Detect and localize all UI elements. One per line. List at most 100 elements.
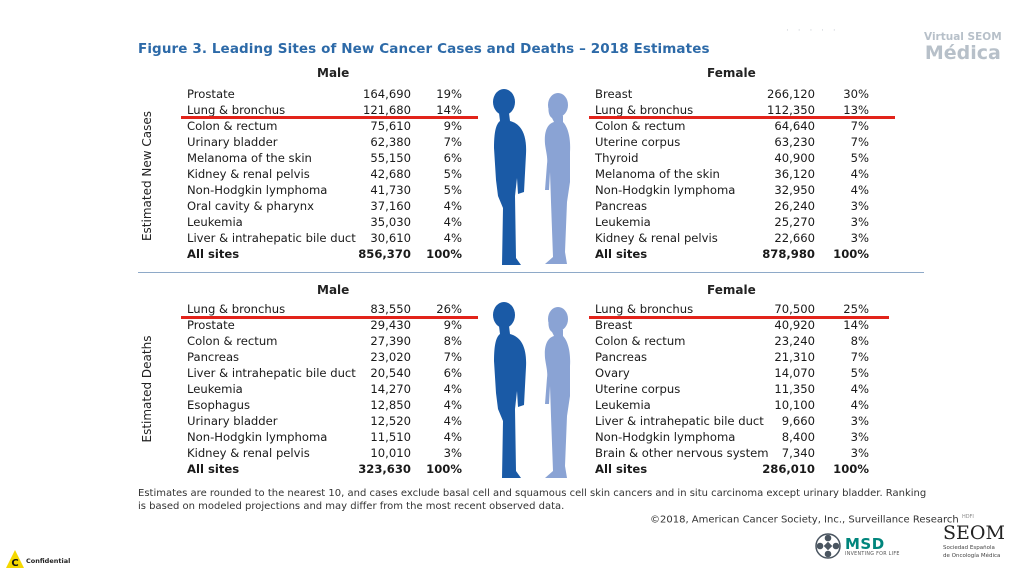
seom-sub2: de Oncología Médica [943,553,1001,559]
percent-cell: 6% [443,151,462,165]
table-row: Kidney & renal pelvis 42,680 5% [187,166,477,182]
site-cell: Uterine corpus [595,135,681,149]
percent-cell: 5% [850,151,869,165]
copyright-text: ©2018, American Cancer Society, Inc., Su… [650,514,959,526]
site-cell: Kidney & renal pelvis [187,446,310,460]
site-cell: All sites [595,462,648,476]
table-row: Non-Hodgkin lymphoma 8,400 3% [595,429,885,445]
site-cell: Colon & rectum [595,334,686,348]
percent-cell: 3% [850,430,869,444]
percent-cell: 8% [850,334,869,348]
percent-cell: 8% [443,334,462,348]
site-cell: Prostate [187,87,235,101]
site-cell: Colon & rectum [187,334,278,348]
site-cell: Oral cavity & pharynx [187,199,314,213]
percent-cell: 3% [850,215,869,229]
total-row: All sites 856,370 100% [187,246,477,262]
msd-tagline: INVENTING FOR LIFE [845,552,900,557]
table-row: Non-Hodgkin lymphoma 32,950 4% [595,182,885,198]
percent-cell: 7% [850,119,869,133]
percent-cell: 100% [833,462,869,476]
count-cell: 8,400 [781,430,815,444]
count-cell: 30,610 [370,231,411,245]
site-cell: Non-Hodgkin lymphoma [595,183,736,197]
count-cell: 14,070 [774,366,815,380]
svg-text:C: C [11,558,18,569]
table-row: Uterine corpus 63,230 7% [595,134,885,150]
female-heading-cases: Female [707,66,756,80]
table-row: Colon & rectum 27,390 8% [187,333,477,349]
percent-cell: 4% [443,414,462,428]
percent-cell: 9% [443,119,462,133]
percent-cell: 3% [850,446,869,460]
count-cell: 55,150 [370,151,411,165]
site-cell: Esophagus [187,398,251,412]
count-cell: 36,120 [774,167,815,181]
table-row: Melanoma of the skin 55,150 6% [187,150,477,166]
percent-cell: 4% [850,382,869,396]
total-row: All sites 286,010 100% [595,461,885,477]
section-divider [138,272,924,273]
count-cell: 70,500 [774,302,815,316]
table-row: Liver & intrahepatic bile duct 20,540 6% [187,365,477,381]
count-cell: 25,270 [774,215,815,229]
percent-cell: 4% [850,183,869,197]
highlight-line-female-cases [589,116,895,119]
site-cell: All sites [187,247,240,261]
count-cell: 62,380 [370,135,411,149]
count-cell: 26,240 [774,199,815,213]
site-cell: Uterine corpus [595,382,681,396]
count-cell: 286,010 [762,462,815,476]
table-row: Prostate 29,430 9% [187,317,477,333]
table-row: Brain & other nervous system 7,340 3% [595,445,885,461]
count-cell: 112,350 [767,103,815,117]
table-row: Colon & rectum 23,240 8% [595,333,885,349]
count-cell: 9,660 [781,414,815,428]
table-row: Lung & bronchus 121,680 14% [187,102,477,118]
site-cell: Non-Hodgkin lymphoma [187,183,328,197]
site-cell: Prostate [187,318,235,332]
male-heading-deaths: Male [317,283,350,297]
count-cell: 63,230 [774,135,815,149]
count-cell: 12,850 [370,398,411,412]
count-cell: 878,980 [762,247,815,261]
site-cell: All sites [595,247,648,261]
section-label-deaths: Estimated Deaths [140,335,154,443]
percent-cell: 4% [443,199,462,213]
table-row: Lung & bronchus 83,550 26% [187,301,477,317]
count-cell: 40,920 [774,318,815,332]
table-row: Lung & bronchus 112,350 13% [595,102,885,118]
percent-cell: 3% [443,446,462,460]
percent-cell: 25% [843,302,869,316]
table-row: Pancreas 26,240 3% [595,198,885,214]
total-row: All sites 323,630 100% [187,461,477,477]
count-cell: 27,390 [370,334,411,348]
site-cell: Kidney & renal pelvis [187,167,310,181]
percent-cell: 9% [443,318,462,332]
site-cell: Urinary bladder [187,135,278,149]
percent-cell: 4% [443,215,462,229]
highlight-line-female-deaths [589,316,889,319]
table-row: Pancreas 23,020 7% [187,349,477,365]
count-cell: 21,310 [774,350,815,364]
percent-cell: 3% [850,414,869,428]
site-cell: All sites [187,462,240,476]
seom-logo: SEOM Sociedad Española de Oncología Médi… [943,524,1005,560]
decorative-dots: · · · · · [786,26,839,36]
site-cell: Liver & intrahepatic bile duct [187,366,356,380]
table-row: Urinary bladder 62,380 7% [187,134,477,150]
copyright: ©2018, American Cancer Society, Inc., Su… [650,514,974,525]
count-cell: 83,550 [370,302,411,316]
percent-cell: 5% [443,167,462,181]
count-cell: 32,950 [774,183,815,197]
percent-cell: 7% [443,135,462,149]
copyright-mark: HDFI [961,514,974,520]
count-cell: 64,640 [774,119,815,133]
percent-cell: 100% [426,462,462,476]
male-silhouette-cases-icon [493,89,527,265]
table-row: Esophagus 12,850 4% [187,397,477,413]
count-cell: 121,680 [363,103,411,117]
count-cell: 42,680 [370,167,411,181]
count-cell: 14,270 [370,382,411,396]
table-row: Lung & bronchus 70,500 25% [595,301,885,317]
